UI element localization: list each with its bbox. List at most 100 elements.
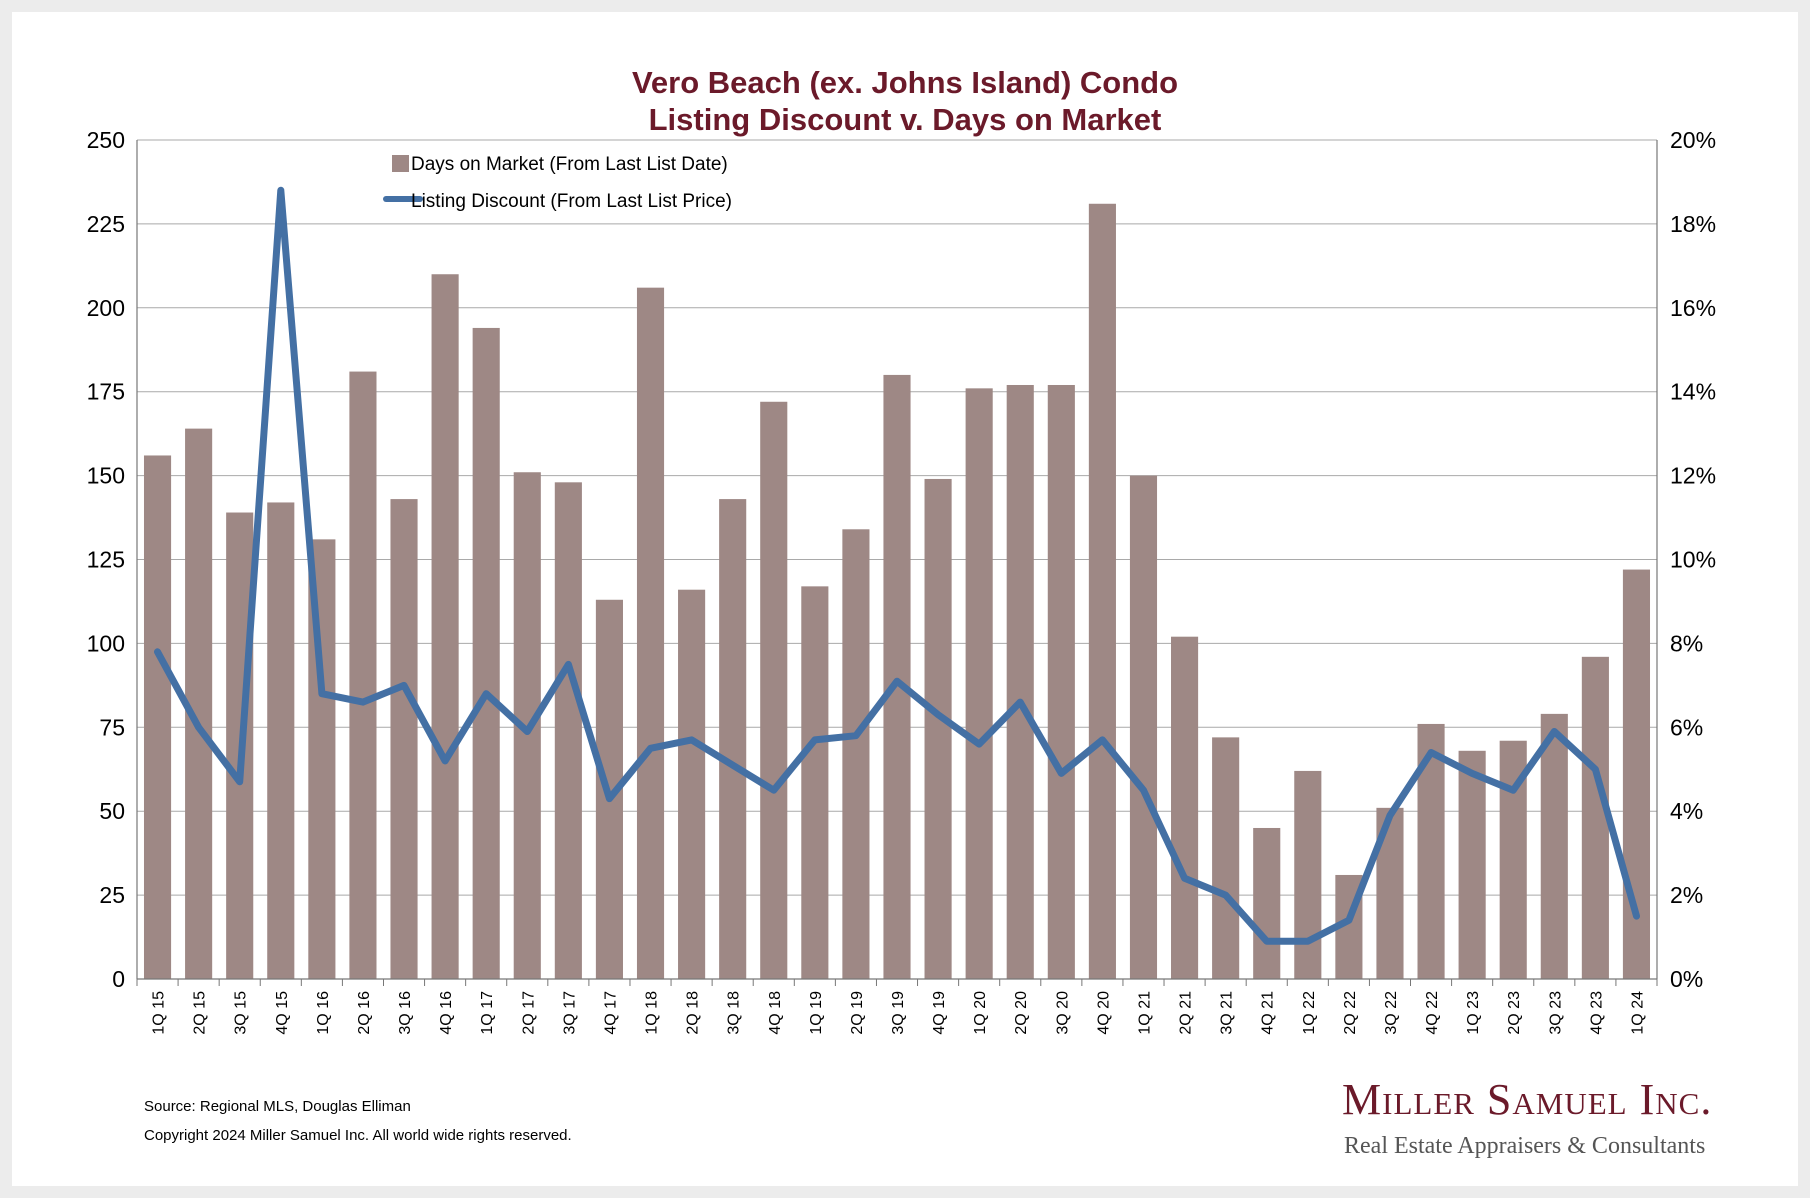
bar: [1458, 750, 1486, 979]
line-point: [606, 795, 613, 802]
line-point: [770, 787, 777, 794]
right-axis-tick-label: 10%: [1670, 547, 1716, 573]
line-point: [1099, 736, 1106, 743]
category-tick-label: 4Q 17: [602, 991, 619, 1035]
line-point: [1592, 766, 1599, 773]
line-point: [1058, 770, 1065, 777]
category-tick-label: 2Q 16: [356, 991, 373, 1035]
chart-title-line-2: Listing Discount v. Days on Market: [648, 102, 1162, 137]
category-tick-label: 2Q 23: [1506, 991, 1523, 1035]
bar: [1212, 737, 1240, 979]
right-axis-tick-label: 14%: [1670, 379, 1716, 405]
bar: [1540, 713, 1568, 979]
right-axis-tick-label: 4%: [1670, 798, 1703, 824]
legend-label-bars: Days on Market (From Last List Date): [411, 154, 728, 175]
bar: [267, 502, 295, 979]
bar: [472, 327, 500, 979]
right-axis-tick-label: 8%: [1670, 630, 1703, 656]
bar: [719, 499, 747, 979]
left-axis-tick-label: 225: [87, 211, 125, 237]
line-point: [236, 778, 243, 785]
category-tick-label: 4Q 20: [1095, 991, 1112, 1035]
category-tick-label: 3Q 23: [1547, 991, 1564, 1035]
right-axis-tick-label: 12%: [1670, 463, 1716, 489]
copyright-note: Copyright 2024 Miller Samuel Inc. All wo…: [144, 1127, 572, 1144]
line-point: [1017, 699, 1024, 706]
line-point: [1510, 787, 1517, 794]
line-point: [1140, 787, 1147, 794]
line-point: [852, 732, 859, 739]
line-point: [811, 736, 818, 743]
bar: [1294, 770, 1322, 979]
category-tick-label: 4Q 22: [1424, 991, 1441, 1035]
bar: [965, 388, 993, 979]
category-tick-label: 3Q 21: [1219, 991, 1236, 1035]
line-point: [1428, 749, 1435, 756]
category-tick-label: 1Q 24: [1629, 991, 1646, 1035]
bar: [1088, 203, 1116, 979]
bar: [1006, 384, 1034, 979]
bar: [1171, 636, 1199, 979]
category-tick-label: 2Q 18: [685, 991, 702, 1035]
line-point: [1469, 770, 1476, 777]
category-tick-label: 3Q 20: [1054, 991, 1071, 1035]
category-tick-label: 2Q 17: [520, 991, 537, 1035]
left-axis-tick-label: 0: [112, 966, 125, 992]
category-tick-label: 3Q 19: [890, 991, 907, 1035]
line-point: [1222, 892, 1229, 899]
bar: [842, 529, 870, 979]
line-point: [565, 661, 572, 668]
bar: [431, 274, 459, 979]
bar: [760, 401, 788, 979]
category-tick-label: 3Q 17: [561, 991, 578, 1035]
line-point: [894, 678, 900, 685]
line-point: [195, 724, 202, 731]
category-tick-label: 4Q 18: [767, 991, 784, 1035]
bar: [143, 455, 172, 979]
left-axis-tick-label: 250: [87, 127, 125, 153]
category-tick-label: 2Q 20: [1013, 991, 1030, 1035]
bar: [1129, 475, 1158, 979]
right-axis-tick-label: 16%: [1670, 295, 1716, 321]
category-tick-label: 1Q 17: [479, 991, 496, 1035]
right-axis-tick-label: 2%: [1670, 882, 1703, 908]
category-tick-label: 1Q 15: [151, 991, 168, 1035]
category-tick-label: 1Q 22: [1301, 991, 1318, 1035]
category-tick-label: 2Q 19: [849, 991, 866, 1035]
category-tick-label: 4Q 15: [274, 991, 291, 1035]
chart-title: Vero Beach (ex. Johns Island) Condo List…: [12, 64, 1798, 138]
left-axis-tick-label: 200: [87, 295, 125, 321]
bar: [801, 586, 829, 979]
left-axis-tick-label: 100: [87, 630, 125, 656]
line-point: [1551, 728, 1558, 735]
left-axis-tick-label: 50: [99, 798, 125, 824]
category-tick-label: 3Q 18: [726, 991, 743, 1035]
bar: [1253, 827, 1281, 979]
right-axis-tick-label: 20%: [1670, 127, 1716, 153]
bar: [390, 499, 418, 979]
category-tick-label: 3Q 15: [233, 991, 250, 1035]
category-tick-label: 1Q 16: [315, 991, 332, 1035]
line-point: [976, 741, 983, 748]
bar: [924, 478, 952, 979]
category-tick-label: 4Q 21: [1260, 991, 1277, 1035]
left-axis-tick-label: 150: [87, 463, 125, 489]
category-tick-label: 3Q 16: [397, 991, 414, 1035]
combo-chart: 0 0% 25 2% 50 4% 75 6% 100 8% 125 10% 150 12% 175 14% 20…: [87, 127, 1716, 1035]
line-point: [1263, 938, 1270, 945]
line-point: [524, 728, 531, 735]
line-point: [1181, 875, 1188, 882]
line-point: [1386, 812, 1393, 819]
category-tick-label: 4Q 19: [931, 991, 948, 1035]
bar: [1047, 384, 1075, 979]
line-point: [401, 682, 408, 689]
bar: [554, 482, 582, 979]
bar: [883, 374, 911, 979]
category-tick-label: 1Q 18: [644, 991, 661, 1035]
chart-frame: Vero Beach (ex. Johns Island) Condo List…: [12, 12, 1798, 1186]
bar: [636, 287, 665, 979]
right-axis-tick-label: 18%: [1670, 211, 1716, 237]
legend-swatch-bars: [392, 155, 409, 172]
line-point: [688, 736, 695, 743]
line-point: [1633, 913, 1640, 920]
